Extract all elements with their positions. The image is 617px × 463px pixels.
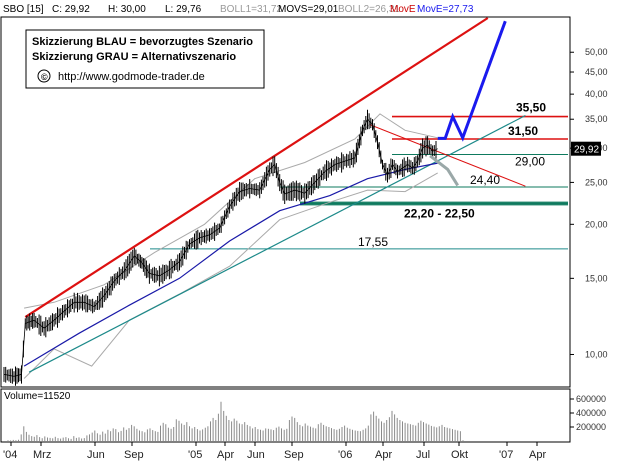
x-tick-label-2: Jun bbox=[87, 449, 105, 461]
y-tick-label-8: 50,00 bbox=[585, 47, 608, 57]
x-tick-label-1: Mrz bbox=[33, 449, 51, 461]
volume-layer bbox=[7, 401, 464, 441]
y-axis: 10,0015,0020,0025,0030,0035,0040,0045,00… bbox=[570, 47, 608, 359]
volume-axis: 200000 400000 600000 bbox=[570, 394, 606, 432]
y-tick-label-7: 45,00 bbox=[585, 67, 608, 77]
level-label-4: 22,20 - 22,50 bbox=[404, 206, 475, 220]
trendline-lower-teal bbox=[28, 114, 526, 373]
trendline-layer bbox=[24, 17, 526, 373]
annotation-url: http://www.godmode-trader.de bbox=[58, 71, 205, 83]
last-price-value: 29,92 bbox=[574, 145, 599, 156]
header-close: C: 29,92 bbox=[52, 4, 90, 15]
level-label-3: 24,40 bbox=[470, 173, 500, 187]
x-tick-label-4: '05 bbox=[188, 449, 202, 461]
level-label-0: 35,50 bbox=[516, 101, 546, 115]
level-label-5: 17,55 bbox=[358, 235, 388, 249]
annotation-frame bbox=[25, 29, 265, 89]
scenario-blue-path bbox=[437, 20, 507, 142]
level-label-2: 29,00 bbox=[515, 155, 545, 169]
volume-tick-label-1: 400000 bbox=[576, 408, 606, 418]
annotation-line-grey: Skizzierung GRAU = Alternativszenario bbox=[32, 51, 236, 63]
header-boll2: BOLL2=26,31 bbox=[338, 4, 400, 15]
volume-tick-label-0: 200000 bbox=[576, 422, 606, 432]
annotation-box: Skizzierung BLAU = bevorzugtes Szenario … bbox=[25, 29, 265, 89]
y-tick-label-5: 35,00 bbox=[585, 114, 608, 124]
x-tick-label-0: '04 bbox=[3, 449, 17, 461]
boll-upper-line bbox=[24, 113, 438, 309]
volume-panel-frame bbox=[0, 388, 571, 443]
copyright-icon bbox=[37, 69, 51, 83]
header-movs: MOVS=29,01 bbox=[278, 4, 339, 15]
price-line bbox=[3, 118, 438, 377]
volume-tick-label-2: 600000 bbox=[576, 394, 606, 404]
header-title: SBO [15] bbox=[3, 4, 44, 15]
header-move-value: MovE=27,73 bbox=[417, 4, 474, 15]
header-row: SBO [15] C: 29,92 H: 30,00 L: 29,76 BOLL… bbox=[0, 0, 617, 17]
x-tick-label-13: Apr bbox=[529, 449, 546, 461]
annotation-line-blue: Skizzierung BLAU = bevorzugtes Szenario bbox=[32, 36, 253, 48]
x-tick-label-5: Apr bbox=[217, 449, 234, 461]
last-price-badge: 29,92 bbox=[571, 141, 601, 156]
x-tick-label-7: Sep bbox=[284, 449, 304, 461]
price-layer bbox=[3, 109, 438, 386]
last-price-bg bbox=[571, 141, 601, 156]
y-tick-label-6: 40,00 bbox=[585, 89, 608, 99]
y-tick-label-2: 20,00 bbox=[585, 219, 608, 229]
x-tick-label-3: Sep bbox=[124, 449, 144, 461]
y-tick-label-0: 10,00 bbox=[585, 349, 608, 359]
header-move-label: MovE bbox=[390, 4, 416, 15]
x-tick-label-6: Jun bbox=[247, 449, 265, 461]
x-axis: '04 Mrz Jun Sep '05 Apr Jun Sep '06 Apr Jul Okt '07 A… bbox=[3, 442, 546, 461]
trendline-down-red bbox=[369, 124, 526, 187]
header-boll1: BOLL1=31,72 bbox=[220, 4, 282, 15]
x-tick-label-8: '06 bbox=[338, 449, 352, 461]
x-tick-label-10: Jul bbox=[416, 449, 430, 461]
volume-label: Volume=11520 bbox=[4, 391, 71, 402]
header-bg bbox=[0, 0, 617, 17]
x-tick-label-11: Okt bbox=[451, 449, 468, 461]
header-high: H: 30,00 bbox=[108, 4, 146, 15]
scenario-grey-path bbox=[429, 154, 459, 187]
trendline-upper-red bbox=[24, 17, 489, 319]
y-tick-label-3: 25,00 bbox=[585, 177, 608, 187]
copyright-symbol: © bbox=[41, 72, 48, 82]
scenario-layer bbox=[429, 20, 507, 187]
y-tick-label-1: 15,00 bbox=[585, 273, 608, 283]
x-tick-label-9: Apr bbox=[375, 449, 392, 461]
level-label-1: 31,50 bbox=[508, 124, 538, 138]
header-low: L: 29,76 bbox=[165, 4, 202, 15]
x-tick-label-12: '07 bbox=[499, 449, 513, 461]
